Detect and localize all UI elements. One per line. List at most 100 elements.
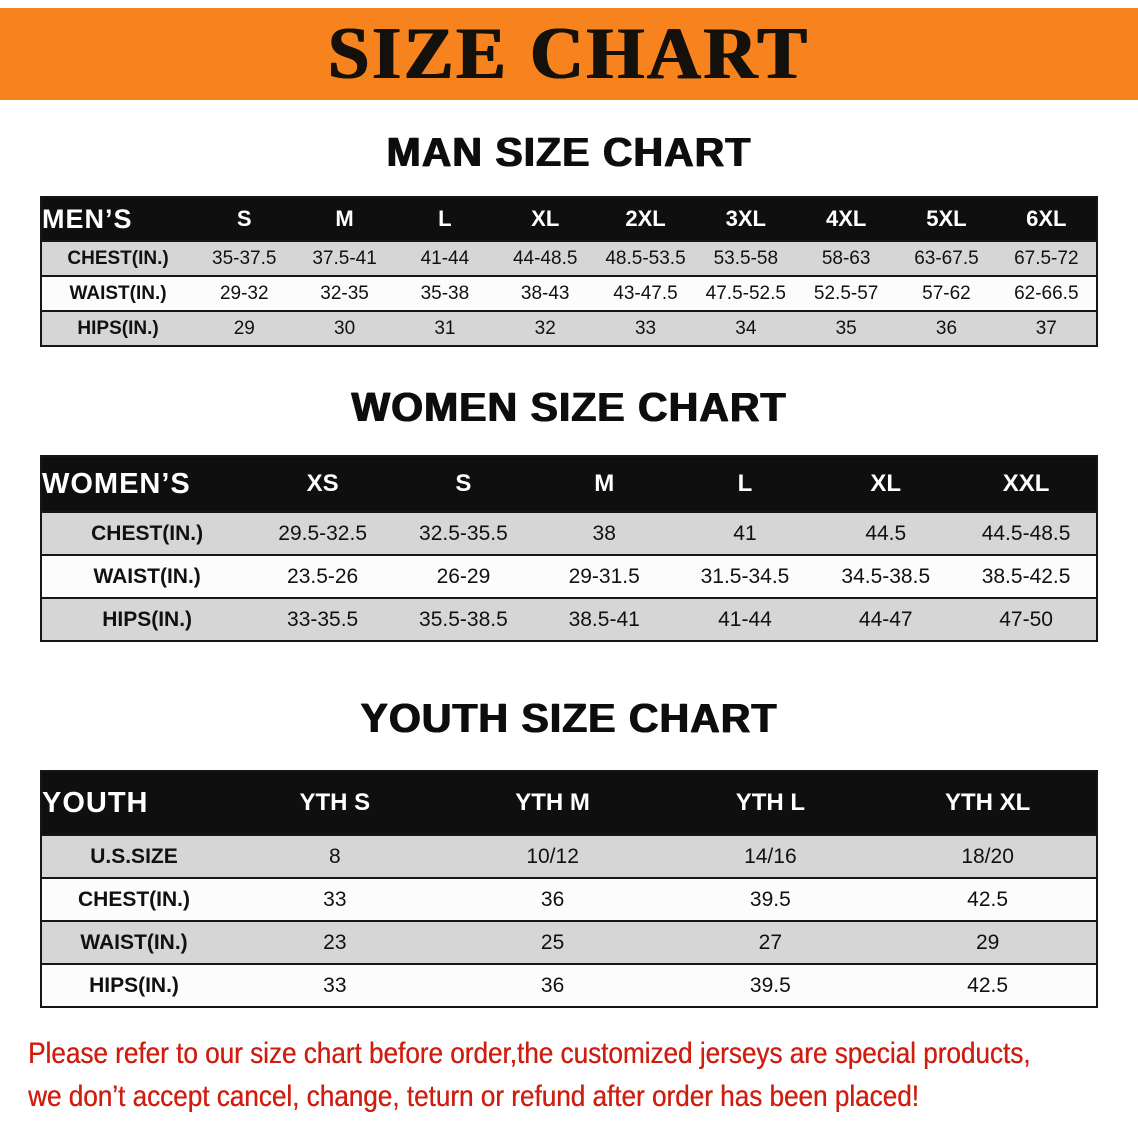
- men-table-label: MEN’S: [42, 203, 133, 234]
- size-cell: 43-47.5: [613, 282, 678, 304]
- men-waist-row: WAIST(IN.) 29-32 32-35 35-38 38-43 43-47.5 47…: [41, 276, 1097, 311]
- youth-size-table: YOUTH YTH S YTH M YTH L YTH XL U.S.SIZE 8 10…: [40, 770, 1098, 1008]
- youth-section-heading: YOUTH SIZE CHART: [360, 695, 778, 741]
- row-label-waist: WAIST(IN.): [69, 282, 167, 304]
- size-cell: 10/12: [526, 844, 579, 868]
- size-cell: 25: [540, 930, 565, 954]
- size-cell: 47.5-52.5: [705, 282, 786, 304]
- size-header-cell: XS: [306, 470, 339, 497]
- size-cell: 44.5-48.5: [981, 521, 1071, 545]
- size-cell: 41-44: [420, 247, 470, 269]
- size-cell: 36: [540, 887, 565, 911]
- size-cell: 32: [534, 317, 556, 339]
- size-cell: 35: [835, 317, 857, 339]
- women-hips-row: HIPS(IN.) 33-35.5 35.5-38.5 38.5-41 41-44 44…: [41, 598, 1097, 641]
- row-label-chest: CHEST(IN.): [67, 247, 169, 269]
- size-cell: 14/16: [744, 844, 797, 868]
- youth-hips-row: HIPS(IN.) 33 36 39.5 42.5: [41, 964, 1097, 1007]
- size-cell: 48.5-53.5: [605, 247, 686, 269]
- size-cell: 18/20: [961, 844, 1014, 868]
- size-chart-banner: SIZE CHART: [0, 8, 1138, 100]
- size-header-cell: 6XL: [1026, 206, 1067, 231]
- size-cell: 47-50: [999, 607, 1053, 631]
- size-cell: 38-43: [520, 282, 570, 304]
- disclaimer-line-1: Please refer to our size chart before or…: [28, 1037, 1031, 1070]
- size-cell: 62-66.5: [1014, 282, 1079, 304]
- women-header-row: WOMEN’S XS S M L XL XXL: [41, 456, 1097, 512]
- size-header-cell: YTH XL: [944, 789, 1031, 816]
- size-header-cell: L: [737, 470, 753, 497]
- youth-waist-row: WAIST(IN.) 23 25 27 29: [41, 921, 1097, 964]
- row-label-chest: CHEST(IN.): [91, 521, 204, 545]
- size-cell: 38: [592, 521, 616, 545]
- size-header-cell: S: [236, 206, 252, 231]
- size-cell: 57-62: [922, 282, 971, 304]
- size-cell: 39.5: [749, 973, 791, 997]
- size-cell: 33-35.5: [287, 607, 359, 631]
- row-label-hips: HIPS(IN.): [89, 973, 179, 997]
- size-cell: 67.5-72: [1014, 247, 1079, 269]
- size-cell: 44.5: [865, 521, 907, 545]
- women-waist-row: WAIST(IN.) 23.5-26 26-29 29-31.5 31.5-34.5 3…: [41, 555, 1097, 598]
- size-cell: 38.5-42.5: [981, 564, 1071, 588]
- women-chest-row: CHEST(IN.) 29.5-32.5 32.5-35.5 38 41 44.5 44.…: [41, 512, 1097, 555]
- size-cell: 23.5-26: [287, 564, 359, 588]
- size-cell: 8: [329, 844, 341, 868]
- size-cell: 42.5: [967, 973, 1009, 997]
- size-cell: 32-35: [320, 282, 369, 304]
- size-cell: 35-37.5: [212, 247, 277, 269]
- size-cell: 29-31.5: [568, 564, 640, 588]
- size-cell: 39.5: [749, 887, 791, 911]
- size-cell: 23: [323, 930, 347, 954]
- women-table-label: WOMEN’S: [42, 467, 191, 500]
- youth-table-label: YOUTH: [42, 786, 149, 819]
- size-cell: 33: [634, 317, 657, 339]
- size-header-cell: S: [455, 470, 472, 497]
- size-header-cell: XL: [531, 206, 560, 231]
- size-cell: 41: [733, 521, 757, 545]
- youth-header-row: YOUTH YTH S YTH M YTH L YTH XL: [41, 771, 1097, 835]
- disclaimer: Please refer to our size chart before or…: [28, 1032, 1138, 1118]
- size-cell: 52.5-57: [813, 282, 879, 304]
- size-cell: 33: [323, 887, 347, 911]
- size-cell: 26-29: [436, 564, 491, 588]
- size-cell: 37: [1035, 317, 1057, 339]
- row-label-waist: WAIST(IN.): [93, 564, 201, 588]
- men-chest-row: CHEST(IN.) 35-37.5 37.5-41 41-44 44-48.5 48.…: [41, 241, 1097, 276]
- disclaimer-line-2: we don’t accept cancel, change, teturn o…: [28, 1080, 919, 1113]
- size-cell: 31: [434, 317, 456, 339]
- size-cell: 36: [540, 973, 565, 997]
- size-cell: 30: [334, 317, 356, 339]
- size-header-cell: YTH M: [515, 789, 590, 816]
- size-cell: 27: [758, 930, 783, 954]
- size-header-cell: L: [438, 206, 452, 231]
- size-header-cell: XXL: [1002, 470, 1050, 497]
- size-cell: 35.5-38.5: [419, 607, 508, 631]
- men-header-row: MEN’S S M L XL 2XL 3XL 4XL 5XL 6XL: [41, 197, 1097, 241]
- size-cell: 29.5-32.5: [278, 521, 368, 545]
- size-cell: 44-48.5: [512, 247, 578, 269]
- size-cell: 41-44: [718, 607, 772, 631]
- men-section-heading: MAN SIZE CHART: [386, 129, 752, 175]
- size-header-cell: 4XL: [825, 206, 867, 231]
- size-header-cell: M: [594, 470, 615, 497]
- size-header-cell: YTH L: [735, 789, 806, 816]
- size-cell: 58-63: [821, 247, 871, 269]
- size-header-cell: 2XL: [625, 206, 666, 231]
- page-title: SIZE CHART: [328, 13, 810, 95]
- size-header-cell: 5XL: [926, 206, 967, 231]
- youth-chest-row: CHEST(IN.) 33 36 39.5 42.5: [41, 878, 1097, 921]
- women-section-heading: WOMEN SIZE CHART: [351, 384, 787, 430]
- size-header-cell: XL: [870, 470, 902, 497]
- row-label-us-size: U.S.SIZE: [90, 844, 178, 868]
- size-cell: 31.5-34.5: [700, 564, 790, 588]
- women-size-table: WOMEN’S XS S M L XL XXL CHEST(IN.) 29.5-32.5 3…: [40, 455, 1098, 642]
- row-label-hips: HIPS(IN.): [102, 607, 193, 631]
- size-cell: 63-67.5: [914, 247, 979, 269]
- size-header-cell: YTH S: [299, 789, 371, 816]
- size-cell: 29: [233, 317, 255, 339]
- size-header-cell: M: [335, 206, 354, 231]
- size-cell: 38.5-41: [568, 607, 640, 631]
- size-cell: 35-38: [420, 282, 470, 304]
- size-cell: 44-47: [858, 607, 913, 631]
